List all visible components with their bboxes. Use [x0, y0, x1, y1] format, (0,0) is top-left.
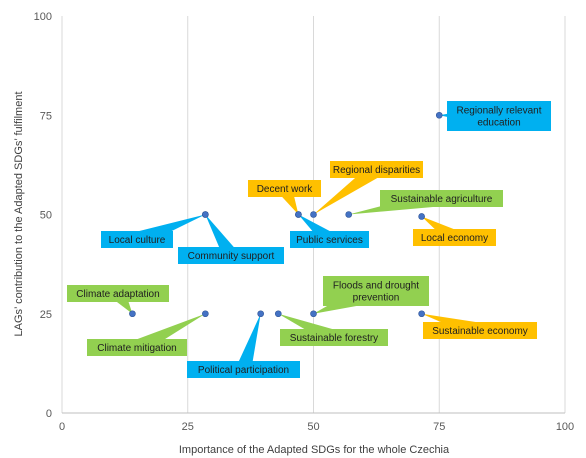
data-label-text: Sustainable economy [432, 326, 528, 337]
data-label-text: Climate adaptation [76, 289, 159, 300]
x-tick-label: 50 [307, 421, 319, 433]
x-tick-label: 25 [182, 421, 194, 433]
data-point [418, 310, 425, 318]
data-label-text: Sustainable forestry [290, 333, 378, 344]
y-tick-label: 25 [40, 309, 52, 321]
data-label: Climate adaptation [67, 285, 169, 314]
data-label: Decent work [248, 180, 321, 215]
data-point [202, 211, 209, 218]
y-axis-title: LAGs’ contribution to the Adapted SDGs’ … [13, 92, 25, 337]
data-label-text: Community support [188, 251, 275, 262]
data-label-text: prevention [353, 293, 400, 304]
callout-box [380, 190, 503, 207]
data-label-text: Floods and drought [333, 281, 419, 292]
data-label-text: Local culture [109, 235, 166, 246]
data-label-text: Sustainable agriculture [391, 194, 493, 205]
data-label-text: education [477, 118, 520, 129]
data-label: Sustainable economy [421, 313, 537, 339]
callout-box [178, 247, 284, 264]
callout-box [101, 231, 173, 248]
data-label: Local economy [413, 216, 496, 246]
data-label-text: Decent work [257, 184, 314, 195]
axes-layer: 0 25 50 75 100 0 25 50 75 100 [34, 11, 575, 433]
data-point [310, 211, 317, 218]
data-point [310, 310, 317, 318]
x-tick-label: 100 [556, 421, 574, 433]
data-label: Climate mitigation [87, 313, 206, 356]
y-tick-label: 100 [34, 11, 52, 23]
data-point [345, 211, 353, 218]
data-label: Public services [290, 214, 369, 248]
data-label: Local culture [101, 214, 206, 248]
callout-box [280, 329, 388, 346]
y-tick-label: 75 [40, 110, 52, 122]
data-label: Political participation [187, 313, 300, 378]
callout-box [248, 180, 321, 197]
data-point [418, 213, 425, 220]
data-point [274, 310, 282, 318]
callout-pointer [236, 313, 261, 372]
y-tick-label: 0 [46, 408, 52, 420]
callout-box [413, 229, 496, 246]
callout-box [330, 161, 423, 178]
data-label-text: Local economy [421, 233, 488, 244]
data-point [295, 211, 302, 218]
data-label-text: Regionally relevant [456, 106, 541, 117]
data-label-text: Climate mitigation [97, 343, 176, 354]
data-label-text: Regional disparities [333, 165, 420, 176]
callout-box [423, 322, 537, 339]
x-axis-title: Importance of the Adapted SDGs for the w… [179, 444, 450, 456]
x-tick-label: 75 [433, 421, 445, 433]
callout-box [67, 285, 169, 302]
x-tick-label: 0 [59, 421, 65, 433]
data-label: Regional disparities [313, 161, 423, 215]
callout-box [187, 361, 300, 378]
data-point [435, 111, 443, 119]
data-point [257, 310, 264, 318]
data-point [202, 310, 209, 318]
callout-box [87, 339, 187, 356]
callout-box [447, 101, 551, 131]
data-label: Sustainable agriculture [348, 190, 503, 215]
data-label-text: Public services [296, 235, 363, 246]
data-label: Community support [178, 214, 284, 264]
data-point [129, 310, 136, 318]
data-label-text: Political participation [198, 365, 289, 376]
callout-box [323, 276, 429, 306]
callout-box [290, 231, 369, 248]
data-label: Sustainable forestry [278, 313, 388, 346]
y-tick-label: 50 [40, 210, 52, 222]
point-layer [129, 111, 443, 318]
